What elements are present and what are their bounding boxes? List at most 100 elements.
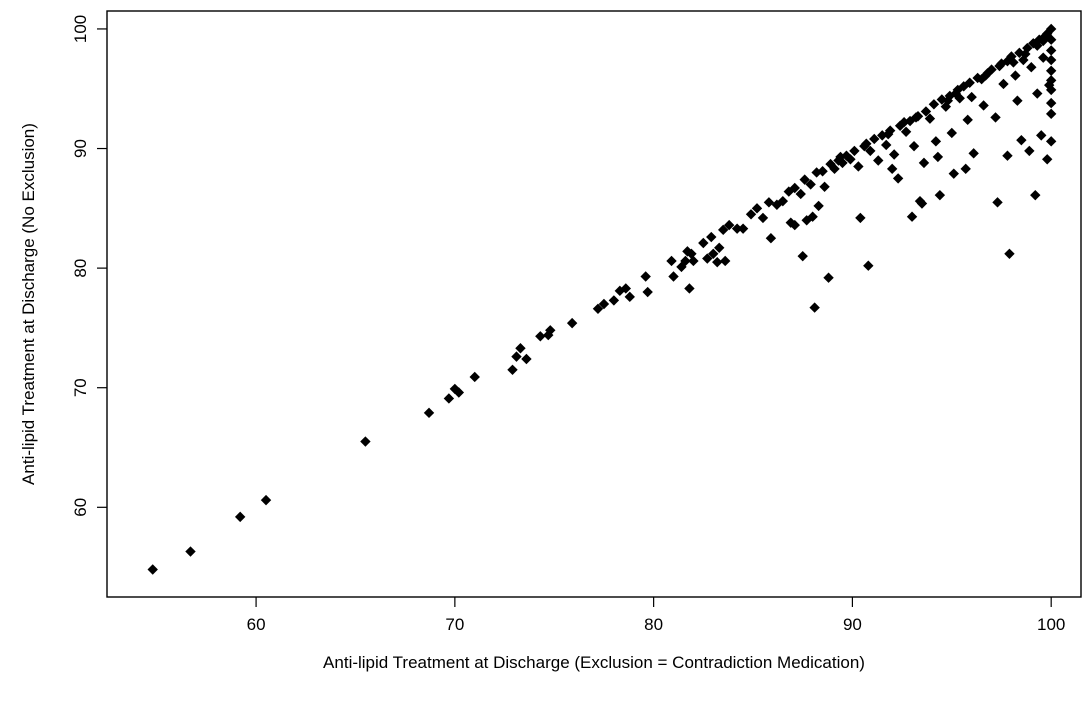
- scatter-point: [898, 117, 910, 128]
- scatter-point: [861, 138, 872, 149]
- scatter-point: [865, 145, 876, 157]
- x-tick-label: 80: [644, 615, 663, 634]
- scatter-point: [789, 182, 800, 194]
- scatter-point: [980, 70, 991, 81]
- scatter-point: [620, 283, 632, 294]
- scatter-point: [882, 128, 894, 140]
- scatter-point: [930, 136, 942, 147]
- scatter-point: [719, 255, 731, 267]
- scatter-point: [924, 113, 936, 124]
- scatter-point: [783, 186, 794, 197]
- scatter-point: [920, 106, 932, 117]
- scatter-point: [978, 100, 989, 111]
- scatter-point: [936, 94, 948, 105]
- scatter-point: [886, 163, 898, 175]
- scatter-point: [932, 151, 944, 163]
- scatter-point: [964, 77, 975, 88]
- scatter-point: [873, 155, 884, 166]
- scatter-point: [849, 145, 860, 157]
- scatter-point: [757, 212, 769, 224]
- scatter-point: [795, 188, 806, 200]
- scatter-point: [797, 250, 808, 262]
- scatter-point: [1030, 189, 1041, 201]
- plot-area-border: [106, 10, 1082, 598]
- scatter-point: [990, 112, 1001, 123]
- scatter-point: [1038, 52, 1049, 63]
- scatter-point: [950, 88, 961, 99]
- scatter-point: [1045, 75, 1057, 86]
- scatter-point: [823, 272, 834, 283]
- scatter-point: [763, 197, 775, 208]
- scatter-point: [948, 168, 959, 179]
- scatter-point: [680, 255, 691, 267]
- scatter-point: [1038, 35, 1049, 47]
- scatter-point: [507, 364, 518, 375]
- x-axis: 60 70 80 90 100: [247, 597, 1065, 634]
- scatter-point: [819, 181, 830, 192]
- scatter-point: [1016, 134, 1027, 146]
- scatter-point: [718, 224, 729, 236]
- scatter-point: [863, 260, 874, 271]
- scatter-point: [900, 126, 912, 137]
- scatter-point: [706, 231, 717, 243]
- scatter-point: [443, 393, 455, 404]
- scatter-point: [1045, 108, 1057, 120]
- scatter-point: [968, 148, 979, 159]
- scatter-point: [894, 120, 906, 132]
- scatter-point: [1042, 28, 1053, 39]
- scatter-point: [745, 209, 757, 220]
- scatter-point: [918, 157, 930, 169]
- scatter-point: [1020, 48, 1031, 60]
- scatter-point: [1004, 248, 1015, 259]
- scatter-point: [1045, 34, 1057, 45]
- scatter-point: [992, 197, 1003, 208]
- scatter-point: [855, 212, 866, 224]
- scatter-point: [934, 189, 946, 201]
- scatter-point: [1032, 40, 1043, 51]
- scatter-point: [835, 151, 846, 163]
- scatter-point: [234, 511, 246, 523]
- scatter-point: [996, 58, 1007, 69]
- scatter-point: [1045, 136, 1057, 147]
- x-tick-label: 70: [445, 615, 464, 634]
- scatter-point: [737, 223, 749, 234]
- scatter-point: [954, 93, 965, 104]
- scatter-point: [360, 436, 371, 447]
- scatter-point: [684, 283, 695, 294]
- y-tick-label: 80: [71, 259, 90, 278]
- scatter-point: [592, 303, 604, 314]
- scatter-points: [147, 23, 1057, 575]
- scatter-point: [845, 154, 856, 165]
- scatter-point: [515, 343, 526, 354]
- scatter-point: [809, 302, 820, 313]
- scatter-point: [817, 166, 828, 177]
- scatter-point: [946, 127, 957, 139]
- scatter-point: [799, 174, 810, 185]
- scatter-point: [598, 298, 610, 310]
- scatter-point: [751, 203, 763, 214]
- scatter-point: [966, 91, 977, 103]
- scatter-point: [942, 95, 954, 106]
- scatter-point: [813, 200, 824, 212]
- scatter-point: [731, 223, 743, 234]
- scatter-point: [841, 150, 852, 161]
- scatter-point: [1002, 150, 1013, 161]
- scatter-point: [853, 161, 864, 172]
- scatter-point: [1045, 84, 1057, 96]
- scatter-point: [777, 195, 789, 207]
- y-axis: 60 70 80 90 100: [71, 15, 107, 517]
- scatter-point: [888, 149, 900, 160]
- scatter-point: [698, 237, 709, 249]
- plot-frame: [106, 10, 1082, 598]
- scatter-point: [642, 286, 653, 298]
- scatter-point: [1045, 23, 1057, 35]
- scatter-point: [423, 407, 435, 419]
- scatter-point: [624, 291, 635, 303]
- scatter-point: [944, 90, 956, 102]
- scatter-point: [511, 351, 522, 362]
- scatter-point: [668, 271, 679, 282]
- scatter-point: [1018, 54, 1029, 66]
- y-tick-label: 90: [71, 139, 90, 158]
- scatter-point: [892, 173, 904, 184]
